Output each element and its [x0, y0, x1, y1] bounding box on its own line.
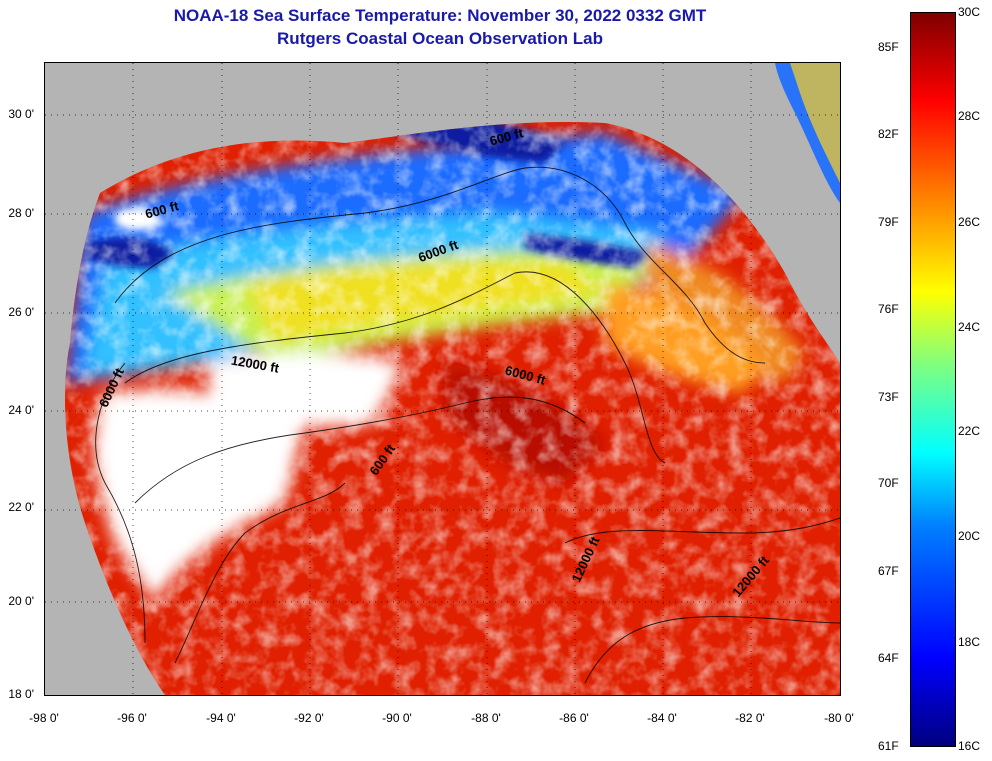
cbar-label-20c: 20C [958, 529, 981, 543]
lon-label-94: -94 0' [206, 711, 236, 725]
cbar-label-61f: 61F [878, 739, 899, 753]
cbar-label-67f: 67F [878, 564, 899, 578]
cbar-label-82f: 82F [878, 127, 899, 141]
lon-label-92: -92 0' [294, 711, 324, 725]
cbar-label-22c: 22C [958, 424, 981, 438]
lat-label-26: 26 0' [8, 305, 34, 319]
lon-label-86: -86 0' [559, 711, 589, 725]
cbar-label-30c: 30C [958, 5, 981, 19]
cbar-label-18c: 18C [958, 635, 981, 649]
bathymetry-contours [95, 166, 840, 684]
lat-label-30: 30 0' [8, 107, 34, 121]
cbar-label-28c: 28C [958, 109, 981, 123]
atlantic-warm-strip [790, 63, 840, 183]
cbar-label-26c: 26C [958, 215, 981, 229]
lat-label-20: 20 0' [8, 594, 34, 608]
temperature-colorbar [910, 12, 956, 747]
lat-lon-grid [45, 63, 840, 695]
cbar-label-76f: 76F [878, 302, 899, 316]
lon-label-90: -90 0' [382, 711, 412, 725]
lon-label-80: -80 0' [824, 711, 854, 725]
cbar-label-79f: 79F [878, 215, 899, 229]
sst-field [65, 122, 840, 695]
lon-label-98: -98 0' [29, 711, 59, 725]
cbar-label-16c: 16C [958, 739, 981, 753]
colorbar-gradient [911, 13, 955, 746]
cbar-label-70f: 70F [878, 476, 899, 490]
lat-label-28: 28 0' [8, 206, 34, 220]
lon-label-84: -84 0' [647, 711, 677, 725]
cbar-label-64f: 64F [878, 651, 899, 665]
cbar-label-73f: 73F [878, 390, 899, 404]
lat-label-24: 24 0' [8, 403, 34, 417]
cbar-label-24c: 24C [958, 320, 981, 334]
lat-label-18: 18 0' [8, 687, 34, 701]
sst-map[interactable]: 600 ft 600 ft 6000 ft 12000 ft 6000 ft 6000 f… [44, 62, 841, 696]
map-title: NOAA-18 Sea Surface Temperature: Novembe… [173, 6, 707, 25]
lon-label-82: -82 0' [735, 711, 765, 725]
map-subtitle: Rutgers Coastal Ocean Observation Lab [277, 29, 603, 48]
lon-label-88: -88 0' [471, 711, 501, 725]
cbar-label-85f: 85F [878, 40, 899, 54]
lat-label-22: 22 0' [8, 500, 34, 514]
lon-label-96: -96 0' [117, 711, 147, 725]
